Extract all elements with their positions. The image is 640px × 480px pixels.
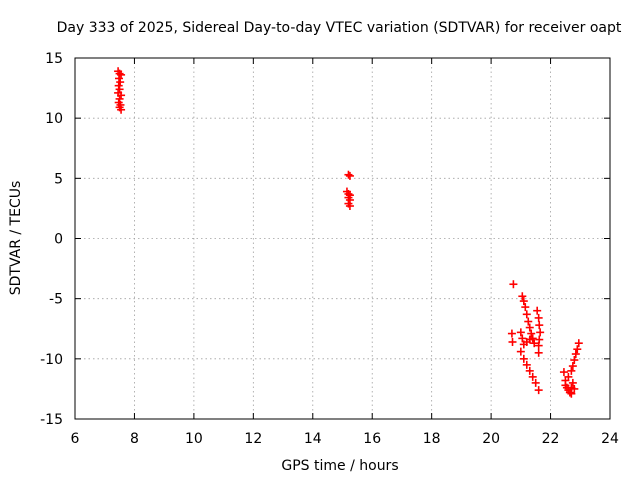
data-point	[117, 105, 126, 114]
data-point	[345, 202, 354, 211]
data-point	[536, 328, 545, 337]
data-point	[527, 329, 536, 338]
x-tick-label: 8	[130, 431, 139, 447]
data-point	[115, 85, 124, 94]
data-point	[525, 323, 534, 332]
data-point	[565, 388, 574, 397]
x-tick-label: 14	[304, 431, 322, 447]
data-point	[522, 310, 531, 319]
x-tick-label: 24	[601, 431, 619, 447]
x-axis-label: GPS time / hours	[281, 458, 398, 474]
data-point	[114, 74, 123, 83]
y-axis-label: SDTVAR / TECUs	[8, 181, 24, 296]
x-tick-label: 6	[71, 431, 80, 447]
data-point	[509, 280, 518, 289]
grid	[75, 58, 610, 419]
data-point	[533, 306, 542, 315]
data-point	[117, 91, 126, 100]
data-point	[567, 389, 576, 398]
tick-labels: 6 8 10 12 14 16 18 20 22 24 -15 -10 -5 0 5 10 15	[40, 51, 619, 447]
data-point	[116, 78, 125, 87]
y-tick-label: -5	[49, 292, 63, 308]
data-point	[115, 94, 124, 103]
data-point	[534, 313, 543, 322]
data-point	[524, 317, 533, 326]
data-point	[559, 368, 568, 377]
data-point	[507, 329, 516, 338]
data-point	[344, 170, 353, 179]
data-point	[519, 297, 528, 306]
x-tick-label: 12	[244, 431, 262, 447]
data-point	[567, 366, 576, 375]
data-point	[525, 335, 534, 344]
data-point	[534, 341, 543, 350]
x-tick-label: 16	[363, 431, 381, 447]
data-point	[528, 372, 537, 381]
data-point	[519, 354, 528, 363]
data-point	[518, 292, 527, 301]
data-point	[518, 334, 527, 343]
x-tick-label: 22	[542, 431, 560, 447]
chart-title: Day 333 of 2025, Sidereal Day-to-day VTE…	[57, 20, 622, 36]
data-point	[535, 321, 544, 330]
y-tick-label: 15	[45, 51, 63, 67]
data-point	[531, 378, 540, 387]
data-point	[345, 171, 354, 180]
data-point	[114, 81, 123, 90]
data-point	[568, 378, 577, 387]
data-point	[570, 384, 579, 393]
data-point	[521, 303, 530, 312]
y-tick-label: 0	[54, 232, 63, 248]
data-point	[516, 328, 525, 337]
y-tick-label: 5	[54, 171, 63, 187]
data-point	[525, 366, 534, 375]
data-point	[534, 386, 543, 395]
x-tick-label: 20	[482, 431, 500, 447]
y-tick-label: -15	[40, 412, 63, 428]
data-point	[564, 372, 573, 381]
data-point	[568, 362, 577, 371]
y-tick-label: 10	[45, 111, 63, 127]
data-point	[508, 337, 517, 346]
data-point	[516, 347, 525, 356]
y-tick-label: -10	[40, 352, 63, 368]
data-point	[574, 339, 583, 348]
data-point	[522, 360, 531, 369]
data-point	[534, 348, 543, 357]
axes	[74, 57, 611, 420]
data-point	[570, 356, 579, 365]
x-tick-label: 10	[185, 431, 203, 447]
data-point	[573, 345, 582, 354]
data-points	[114, 67, 583, 398]
x-tick-label: 18	[423, 431, 441, 447]
data-point	[571, 350, 580, 359]
data-point	[530, 339, 539, 348]
